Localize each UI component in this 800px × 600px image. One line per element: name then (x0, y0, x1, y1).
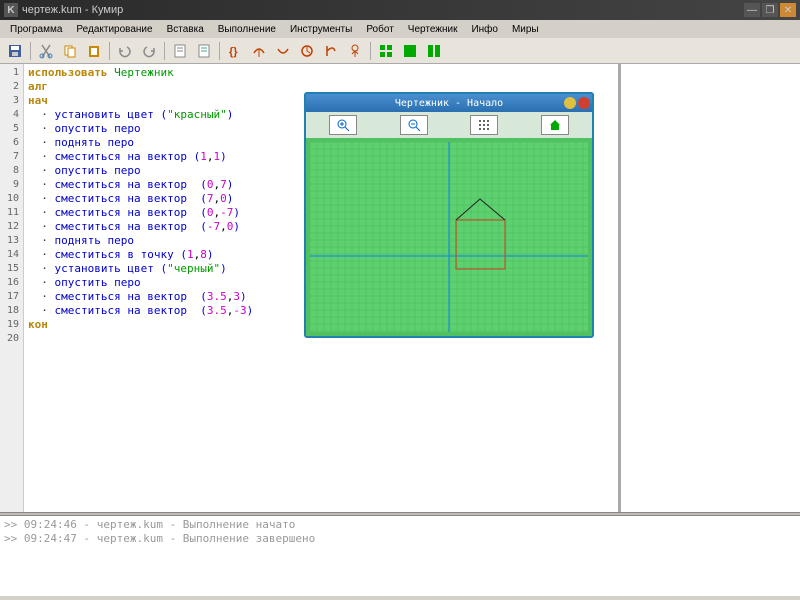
gutter-line: 13 (0, 234, 19, 248)
home-button[interactable] (541, 115, 569, 135)
grid2-button[interactable] (399, 40, 421, 62)
redo-button[interactable] (138, 40, 160, 62)
window-titlebar: K чертеж.kum - Кумир — ❐ ✕ (0, 0, 800, 20)
editor-pane: 1234567891011121314151617181920 использо… (0, 64, 620, 512)
doc2-button[interactable] (193, 40, 215, 62)
output-console[interactable]: >> 09:24:46 - чертеж.kum - Выполнение на… (0, 516, 800, 596)
zoom-in-button[interactable] (329, 115, 357, 135)
menu-робот[interactable]: Робот (360, 22, 399, 37)
code-line[interactable]: использовать Чертежник (28, 66, 614, 80)
gutter-line: 14 (0, 248, 19, 262)
undo-button[interactable] (114, 40, 136, 62)
menu-программа[interactable]: Программа (4, 22, 68, 37)
maximize-button[interactable]: ❐ (762, 3, 778, 17)
gutter-line: 17 (0, 290, 19, 304)
grid3-button[interactable] (423, 40, 445, 62)
stop-button[interactable] (344, 40, 366, 62)
save-button[interactable] (4, 40, 26, 62)
gutter-line: 18 (0, 304, 19, 318)
gutter-line: 20 (0, 332, 19, 346)
window-title: чертеж.kum - Кумир (22, 4, 744, 16)
paste-button[interactable] (83, 40, 105, 62)
drafter-titlebar[interactable]: Чертежник - Начало (306, 94, 592, 112)
line-gutter: 1234567891011121314151617181920 (0, 64, 24, 512)
gutter-line: 10 (0, 192, 19, 206)
gutter-line: 15 (0, 262, 19, 276)
doc1-button[interactable] (169, 40, 191, 62)
grid1-button[interactable] (375, 40, 397, 62)
drafter-toolbar (306, 112, 592, 138)
drafter-canvas[interactable] (310, 142, 588, 332)
cut-button[interactable] (35, 40, 57, 62)
gutter-line: 7 (0, 150, 19, 164)
drafter-close-icon[interactable] (578, 97, 590, 109)
canvas-wrap (306, 138, 592, 336)
gutter-line: 11 (0, 206, 19, 220)
console-line: >> 09:24:46 - чертеж.kum - Выполнение на… (4, 518, 796, 532)
app-icon: K (4, 3, 18, 17)
gutter-line: 19 (0, 318, 19, 332)
menu-вставка[interactable]: Вставка (161, 22, 210, 37)
gutter-line: 8 (0, 164, 19, 178)
menu-миры[interactable]: Миры (506, 22, 545, 37)
menu-инфо[interactable]: Инфо (465, 22, 504, 37)
gutter-line: 16 (0, 276, 19, 290)
gutter-line: 1 (0, 66, 19, 80)
svg-text:{}: {} (229, 46, 238, 58)
zoom-out-button[interactable] (400, 115, 428, 135)
gutter-line: 6 (0, 136, 19, 150)
step-over-button[interactable] (248, 40, 270, 62)
gutter-line: 3 (0, 94, 19, 108)
step-in-button[interactable]: {} (224, 40, 246, 62)
menubar: ПрограммаРедактированиеВставкаВыполнение… (0, 20, 800, 38)
drafter-title-text: Чертежник - Начало (395, 98, 503, 109)
close-button[interactable]: ✕ (780, 3, 796, 17)
menu-выполнение[interactable]: Выполнение (212, 22, 282, 37)
gutter-line: 4 (0, 108, 19, 122)
drafter-min-icon[interactable] (564, 97, 576, 109)
step-out-button[interactable] (272, 40, 294, 62)
drafter-window[interactable]: Чертежник - Начало (304, 92, 594, 338)
code-editor[interactable]: использовать Чертежникалгнач · установит… (24, 64, 618, 512)
gutter-line: 12 (0, 220, 19, 234)
menu-чертежник[interactable]: Чертежник (402, 22, 464, 37)
gutter-line: 2 (0, 80, 19, 94)
run-button[interactable] (296, 40, 318, 62)
menu-инструменты[interactable]: Инструменты (284, 22, 358, 37)
toolbar: {} (0, 38, 800, 64)
gutter-line: 9 (0, 178, 19, 192)
copy-button[interactable] (59, 40, 81, 62)
run2-button[interactable] (320, 40, 342, 62)
main-area: 1234567891011121314151617181920 использо… (0, 64, 800, 512)
console-line: >> 09:24:47 - чертеж.kum - Выполнение за… (4, 532, 796, 546)
gutter-line: 5 (0, 122, 19, 136)
minimize-button[interactable]: — (744, 3, 760, 17)
menu-редактирование[interactable]: Редактирование (70, 22, 158, 37)
side-pane (620, 64, 800, 512)
grid-button[interactable] (470, 115, 498, 135)
